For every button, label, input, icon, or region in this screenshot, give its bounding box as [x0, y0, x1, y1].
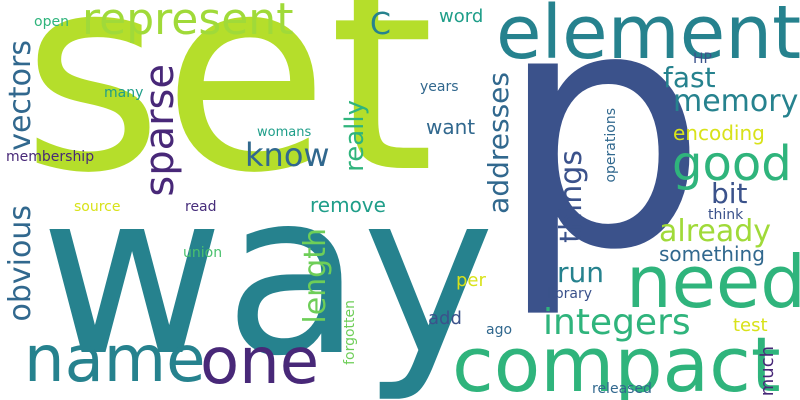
word-run: run	[557, 256, 605, 289]
word-library: library	[547, 286, 593, 302]
word-want: want	[426, 115, 476, 139]
word-forgotten: forgotten	[342, 300, 358, 365]
word-vectors: vectors	[3, 40, 38, 151]
word-element: element	[496, 0, 800, 76]
word-obvious: obvious	[3, 205, 38, 322]
word-union: union	[183, 245, 223, 261]
word-really: really	[340, 100, 370, 172]
word-think: think	[708, 207, 744, 223]
word-c: C	[370, 7, 391, 42]
word-integers: integers	[543, 302, 691, 343]
word-memory: memory	[673, 84, 799, 119]
word-encoding: encoding	[673, 121, 765, 145]
word-per: per	[456, 270, 486, 291]
word-released: released	[592, 381, 652, 397]
word-bit: bit	[711, 177, 748, 210]
word-read: read	[185, 199, 217, 215]
word-name: name	[24, 323, 206, 397]
word-remove: remove	[310, 193, 386, 217]
word-many: many	[104, 85, 144, 101]
word-source: source	[74, 199, 121, 215]
word-much: much	[757, 346, 778, 397]
word-length: length	[298, 228, 333, 324]
word-operations: operations	[603, 108, 619, 183]
word-set: set	[22, 0, 435, 232]
word-word: word	[439, 6, 484, 27]
word-sparse: sparse	[137, 64, 183, 197]
word-addresses: addresses	[482, 72, 515, 214]
word-years: years	[420, 79, 459, 95]
word-ago: ago	[486, 322, 513, 338]
word-need: need	[626, 240, 800, 324]
word-things: things	[554, 150, 589, 243]
word-add: add	[428, 308, 462, 329]
word-p: p	[498, 0, 708, 322]
word-test: test	[733, 315, 768, 336]
word-open: open	[34, 14, 69, 30]
word-membership: membership	[6, 149, 95, 165]
word-already: already	[659, 214, 772, 249]
word-hp: HP	[693, 51, 712, 67]
word-womans: womans	[257, 125, 312, 140]
word-compact: compact	[452, 320, 781, 400]
word-something: something	[659, 242, 765, 266]
word-fast: fast	[663, 61, 716, 94]
word-represent: represent	[82, 0, 294, 45]
word-way: way	[40, 144, 496, 400]
word-one: one	[200, 325, 320, 399]
word-know: know	[245, 136, 330, 174]
word-good: good	[672, 136, 792, 192]
